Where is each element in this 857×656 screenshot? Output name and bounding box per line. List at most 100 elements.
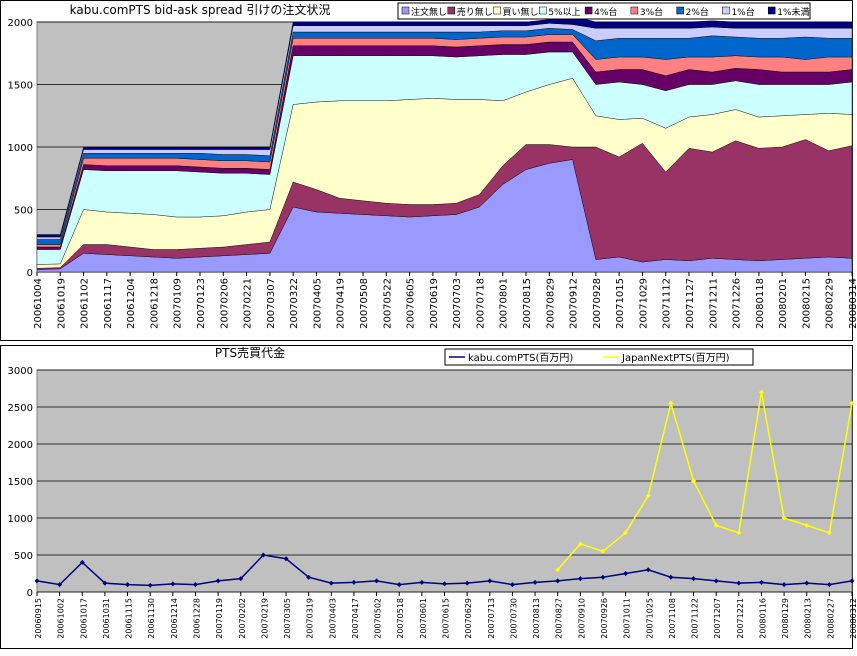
x-tick-label: 20061115	[125, 598, 134, 639]
y-tick-label: 1500	[8, 81, 33, 92]
x-tick-label: 20070109	[173, 278, 184, 329]
legend-box	[444, 348, 754, 366]
point	[147, 582, 153, 588]
x-tick-label: 20071211	[708, 278, 719, 329]
x-tick-label: 20070815	[522, 278, 533, 329]
point	[849, 578, 855, 584]
point	[713, 578, 719, 584]
x-tick-label: 20061218	[149, 278, 160, 329]
x-tick-label: 20061130	[147, 598, 156, 639]
x-tick-label: 20071011	[623, 598, 632, 639]
x-tick-label: 20071127	[685, 278, 696, 329]
legend-swatch	[401, 6, 410, 15]
x-tick-label: 20070801	[499, 278, 510, 329]
point	[125, 582, 131, 588]
point	[215, 578, 221, 584]
x-tick-label: 20060915	[34, 598, 43, 639]
x-tick-label: 20061102	[80, 278, 91, 329]
y-tick-label: 2500	[8, 403, 33, 414]
legend-label: 5%以上	[548, 7, 580, 18]
y-tick-label: 0	[27, 268, 33, 279]
y-tick-label: 3000	[8, 366, 33, 377]
legend-label: 売り無し	[457, 6, 493, 18]
x-tick-label: 20070518	[396, 598, 405, 639]
x-tick-label: 20070508	[359, 278, 370, 329]
y-tick-label: 2000	[8, 18, 33, 29]
x-tick-label: 20070417	[351, 598, 360, 639]
x-tick-label: 20071112	[662, 278, 673, 329]
x-tick-label: 20070926	[600, 598, 609, 639]
legend-label: JapanNextPTS(百万円)	[621, 352, 730, 364]
point	[509, 582, 515, 588]
x-tick-label: 20080215	[801, 278, 812, 329]
point	[419, 579, 425, 585]
x-tick-label: 20070910	[577, 598, 586, 639]
point	[170, 581, 176, 587]
point	[849, 400, 855, 406]
x-tick-label: 20070601	[419, 598, 428, 639]
x-tick-label: 20070522	[382, 278, 393, 329]
x-tick-label: 20061031	[102, 598, 111, 639]
y-tick-label: 500	[14, 551, 33, 562]
x-tick-label: 20070615	[442, 598, 451, 639]
legend-swatch	[630, 6, 639, 15]
x-tick-label: 20070221	[243, 278, 254, 329]
point	[555, 578, 561, 584]
x-tick-label: 20070718	[475, 278, 486, 329]
point	[102, 580, 108, 586]
legend-swatch	[447, 6, 456, 15]
legend-swatch	[493, 6, 501, 15]
x-tick-label: 20080129	[781, 598, 790, 639]
x-tick-label: 20071226	[732, 278, 743, 329]
line	[557, 392, 853, 571]
point	[34, 578, 40, 584]
point	[192, 582, 198, 588]
point	[577, 541, 583, 547]
point	[736, 580, 742, 586]
y-tick-label: 500	[14, 206, 33, 217]
x-tick-label: 20070206	[219, 278, 230, 329]
x-tick-label: 20070912	[569, 278, 580, 329]
x-tick-label: 20070703	[452, 278, 463, 329]
y-tick-label: 0	[27, 588, 33, 599]
point	[442, 581, 447, 587]
x-tick-label: 20070119	[215, 598, 224, 639]
legend-label: 4%台	[594, 6, 617, 18]
x-tick-label: 20061017	[79, 598, 88, 639]
x-tick-label: 20071015	[615, 278, 626, 329]
x-tick-label: 20071122	[691, 598, 700, 639]
x-tick-label: 20070202	[238, 598, 247, 639]
point	[577, 576, 583, 582]
x-tick-label: 20061214	[170, 598, 179, 639]
x-tick-label: 20061019	[56, 278, 67, 329]
point	[826, 530, 832, 536]
x-tick-label: 20070405	[312, 278, 323, 329]
point	[691, 478, 697, 484]
legend-label: kabu.comPTS(百万円)	[468, 352, 573, 364]
legend-label: 3%台	[640, 6, 663, 18]
point	[668, 574, 674, 580]
point	[464, 580, 470, 586]
y-tick-label: 2000	[8, 440, 33, 451]
x-tick-label: 20070619	[429, 278, 440, 329]
x-tick-label: 20071029	[638, 278, 649, 329]
point	[260, 552, 266, 558]
x-tick-label: 20061004	[33, 278, 44, 329]
x-tick-label: 20070629	[464, 598, 473, 639]
x-tick-label: 20080118	[755, 278, 766, 329]
x-tick-label: 20071221	[736, 598, 745, 639]
point	[57, 582, 63, 588]
x-tick-label: 20080229	[825, 278, 836, 329]
x-tick-label: 20071025	[645, 598, 654, 639]
point	[804, 522, 810, 528]
point	[306, 574, 312, 580]
legend-swatch	[584, 6, 593, 15]
point	[645, 567, 651, 573]
x-tick-label: 20080314	[848, 278, 857, 329]
x-tick-label: 20080201	[778, 278, 789, 329]
point	[555, 567, 561, 573]
y-tick-label: 1500	[8, 477, 33, 488]
x-tick-label: 20070305	[283, 598, 292, 639]
legend-label: 1%未満	[777, 6, 809, 18]
